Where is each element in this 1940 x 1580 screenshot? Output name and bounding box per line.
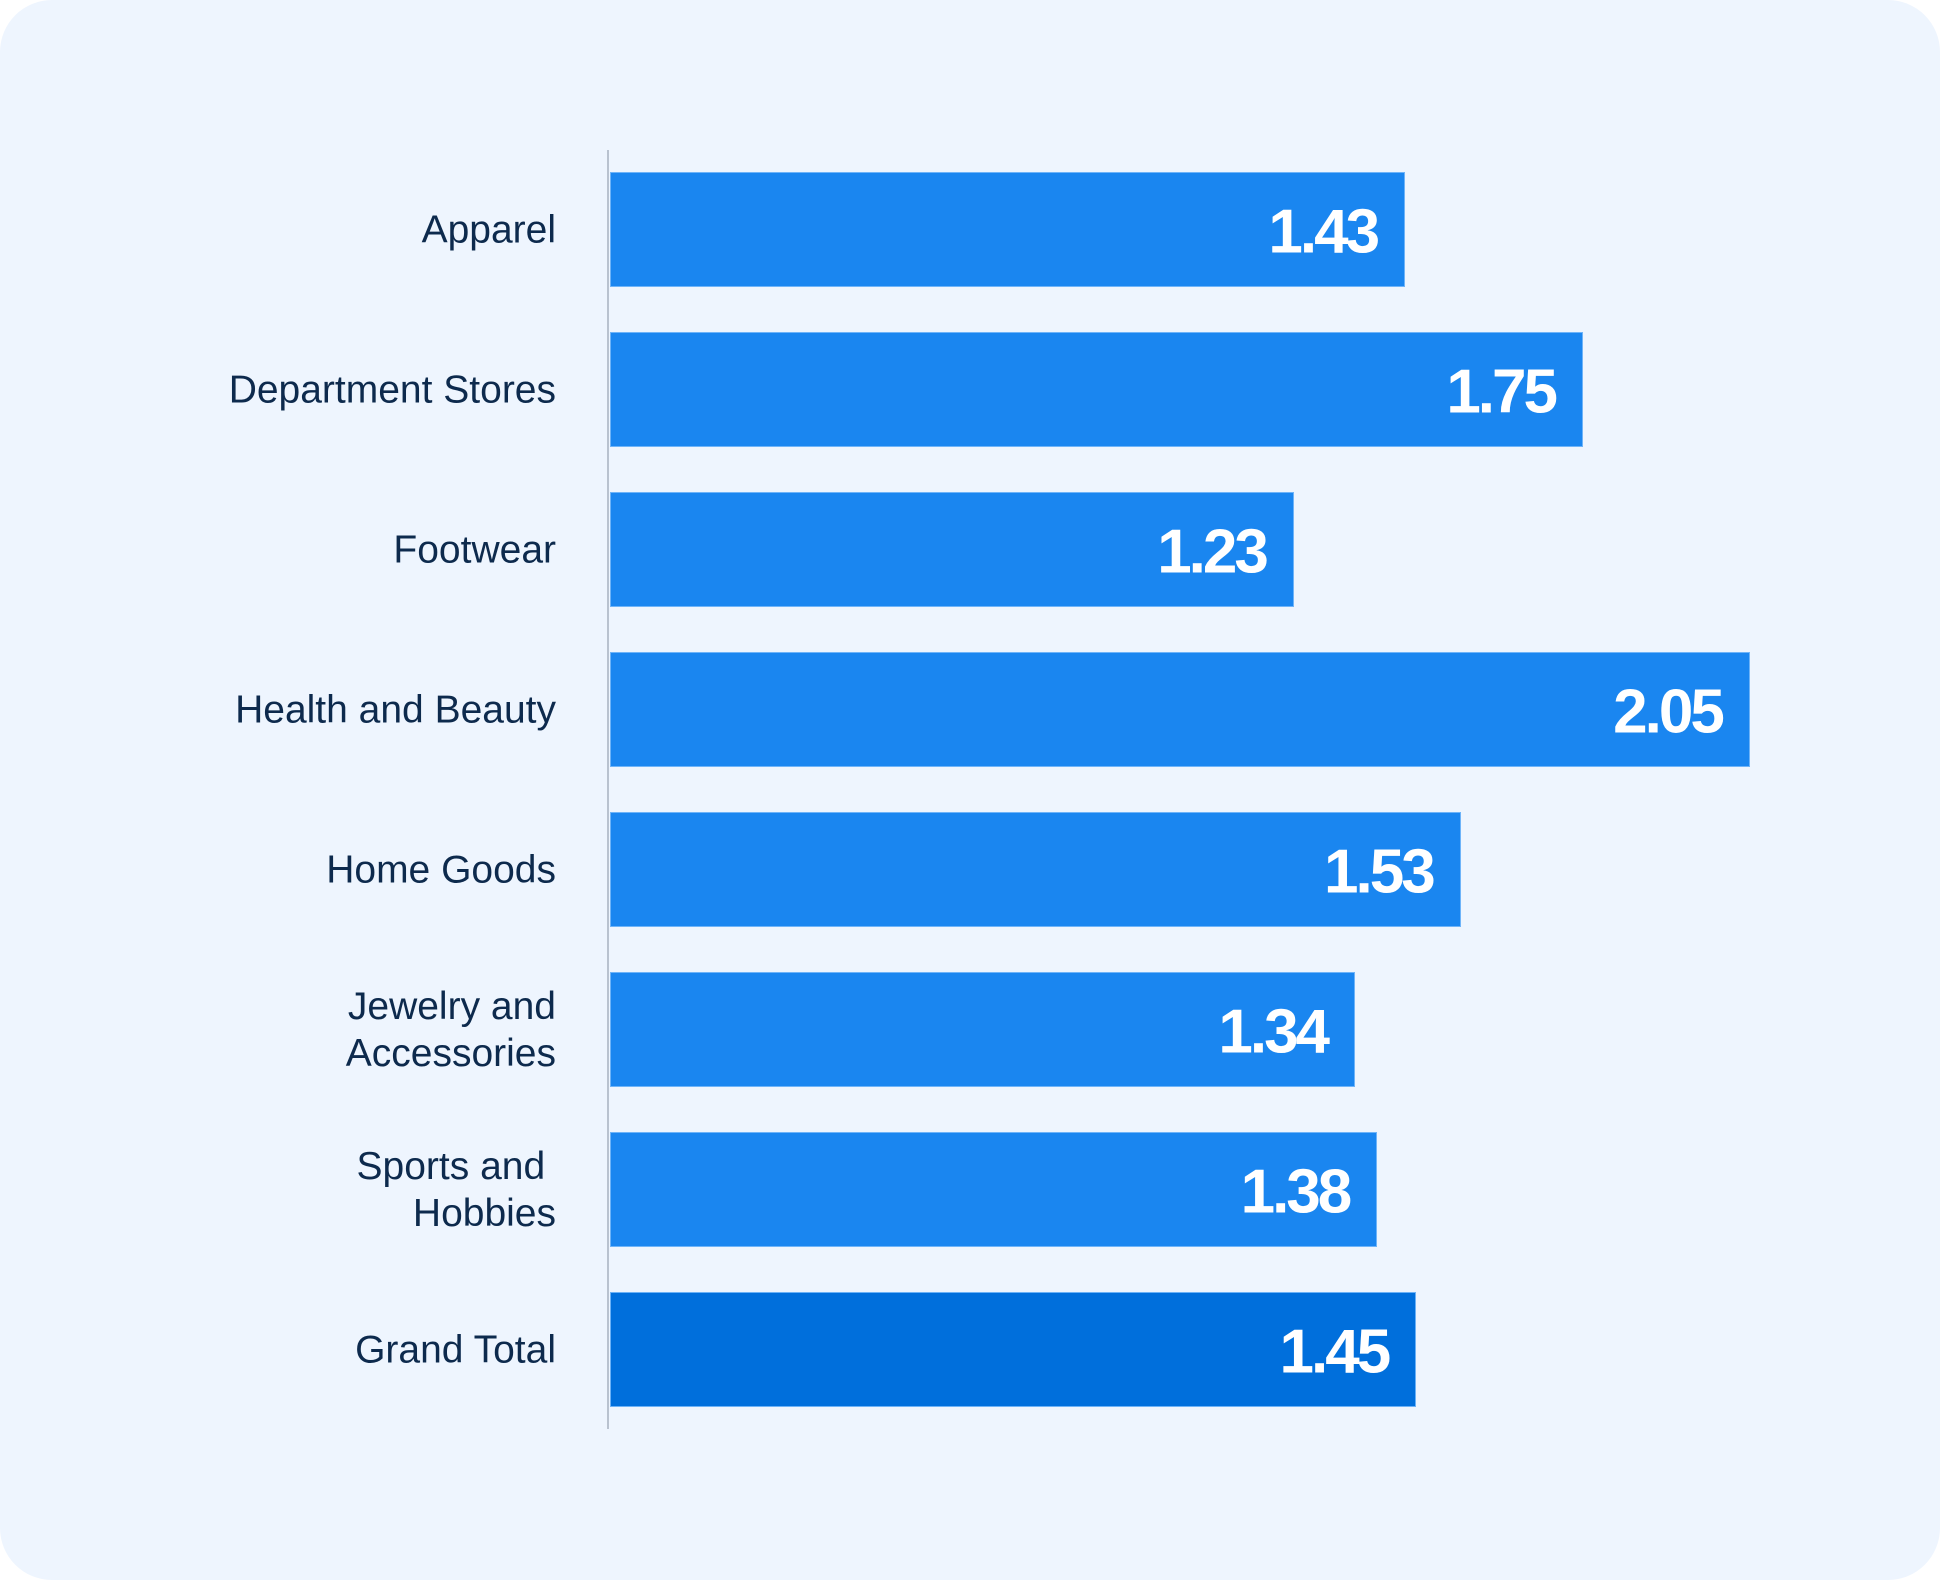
bar	[610, 172, 1406, 287]
value-label: 1.75	[1446, 357, 1558, 426]
category-label: Grand Total	[355, 1328, 556, 1371]
value-label: 1.38	[1240, 1157, 1353, 1226]
value-label: 2.05	[1613, 677, 1725, 746]
category-label: Apparel	[421, 208, 556, 251]
category-label: Jewelry and Accessories	[345, 984, 556, 1075]
bar	[610, 972, 1356, 1087]
category-label: Department Stores	[228, 368, 556, 411]
category-label: Health and Beauty	[235, 688, 556, 731]
value-label: 1.23	[1157, 517, 1269, 586]
value-label: 1.43	[1268, 197, 1380, 266]
category-label: Home Goods	[326, 848, 556, 891]
bar	[610, 652, 1750, 767]
category-label: Sports and Hobbies	[356, 1144, 556, 1235]
value-label: 1.45	[1279, 1317, 1392, 1386]
value-label: 1.34	[1218, 997, 1330, 1066]
value-label: 1.53	[1324, 837, 1436, 906]
bar	[610, 332, 1583, 447]
category-label: Footwear	[393, 528, 556, 571]
bar	[610, 492, 1294, 607]
bar-grand-total	[610, 1292, 1417, 1407]
y-axis-line	[607, 150, 609, 1429]
bar	[610, 812, 1461, 927]
bar	[610, 1132, 1378, 1247]
